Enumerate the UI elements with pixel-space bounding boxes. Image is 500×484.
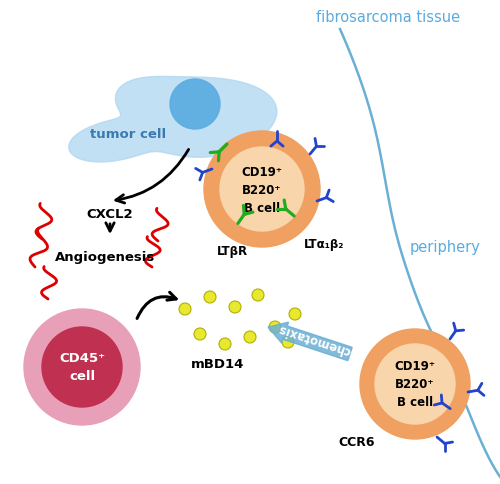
Text: CXCL2: CXCL2 [86,208,134,221]
Text: CD19⁺
B220⁺
B cell: CD19⁺ B220⁺ B cell [242,165,282,214]
Text: LTα₁β₂: LTα₁β₂ [304,238,344,251]
Circle shape [269,321,281,333]
Circle shape [170,80,220,130]
FancyArrow shape [268,322,352,361]
Circle shape [289,308,301,320]
Polygon shape [68,77,277,163]
Text: LTβR: LTβR [216,245,248,258]
Circle shape [220,148,304,231]
Text: fibrosarcoma tissue: fibrosarcoma tissue [316,11,460,26]
Circle shape [282,336,294,348]
Circle shape [204,132,320,247]
Circle shape [360,329,470,439]
Circle shape [375,344,455,424]
Circle shape [252,289,264,302]
Circle shape [244,332,256,343]
Circle shape [229,302,241,313]
Circle shape [219,338,231,350]
Text: periphery: periphery [410,240,480,255]
Text: chemotaxis: chemotaxis [276,321,352,357]
Circle shape [24,309,140,425]
Circle shape [179,303,191,316]
Text: mBD14: mBD14 [192,358,244,371]
Text: CCR6: CCR6 [339,436,375,449]
Circle shape [42,327,122,407]
Text: Angiogenesis: Angiogenesis [55,251,155,264]
Text: CD45⁺
cell: CD45⁺ cell [59,352,105,383]
Circle shape [204,291,216,303]
Circle shape [194,328,206,340]
Text: tumor cell: tumor cell [90,128,166,141]
Text: CD19⁺
B220⁺
B cell: CD19⁺ B220⁺ B cell [394,360,436,408]
